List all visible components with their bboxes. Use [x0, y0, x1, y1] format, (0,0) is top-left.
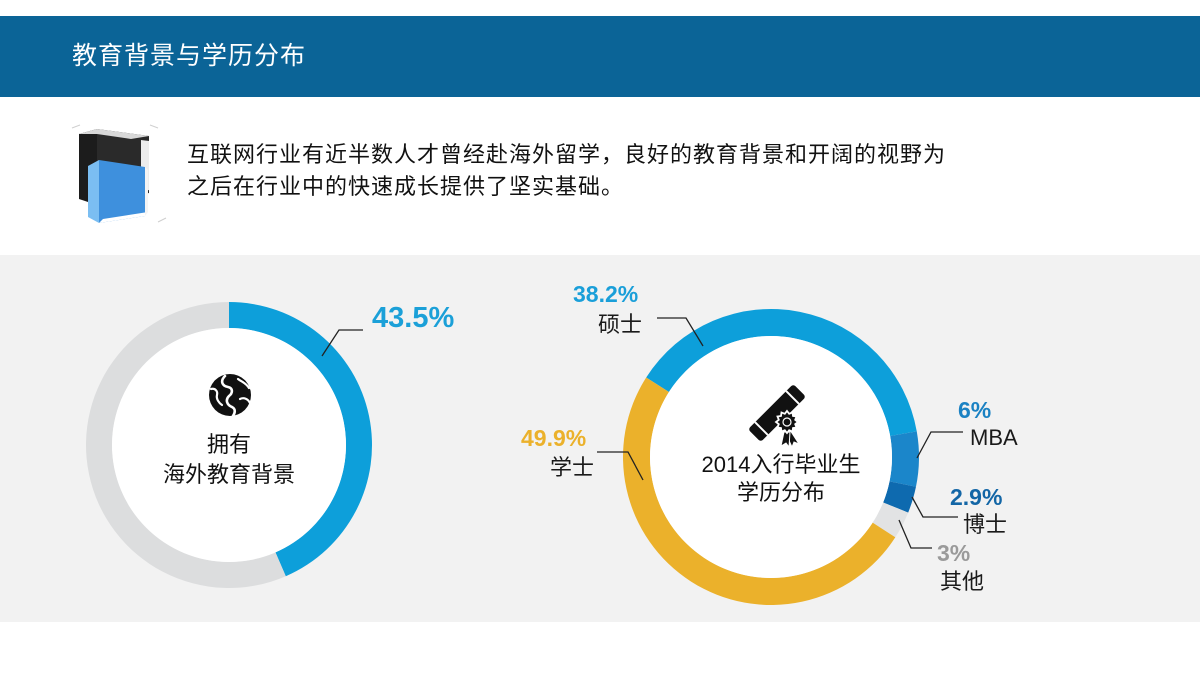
slice-phd [883, 481, 916, 513]
slice-remainder [85, 302, 286, 588]
slice-bachelor [622, 377, 896, 606]
center-label-line: 拥有 [206, 432, 251, 457]
center-label-line: 海外教育背景 [162, 462, 295, 487]
donut-chart-overseas-education [85, 302, 372, 588]
category-label-mba: MBA [970, 425, 1018, 450]
donut-hole [650, 336, 892, 578]
slice-overseas-education [229, 302, 372, 577]
slice-mba [889, 431, 919, 487]
value-label-phd: 2.9% [950, 484, 1003, 510]
donut-chart-degree-distribution [597, 308, 963, 606]
category-label-bachelor: 学士 [550, 455, 595, 480]
center-label-line: 2014入行毕业生 [701, 452, 861, 477]
category-label-phd: 博士 [963, 512, 1008, 537]
page-title: 教育背景与学历分布 [72, 42, 307, 70]
value-label-other: 3% [937, 540, 971, 566]
category-label-master: 硕士 [598, 312, 643, 337]
leader-line-master [657, 317, 704, 347]
leader-line-bachelor [597, 451, 644, 481]
slice-other [872, 502, 909, 538]
slice-master [646, 308, 917, 437]
leader-line-mba [916, 431, 963, 459]
leader-line-overseas [321, 329, 363, 357]
book-icon [71, 124, 167, 223]
value-label-mba: 6% [958, 397, 992, 423]
value-label-master: 38.2% [573, 281, 639, 307]
intro-paragraph: 互联网行业有近半数人才曾经赴海外留学，良好的教育背景和开阔的视野为 之后在行业中… [187, 139, 946, 203]
donut-hole [112, 328, 346, 562]
center-label-line: 学历分布 [736, 480, 825, 505]
globe-icon [209, 374, 252, 418]
value-label-overseas: 43.5% [372, 302, 455, 334]
category-label-other: 其他 [940, 569, 985, 594]
leader-line-other [898, 519, 932, 549]
intro-line: 互联网行业有近半数人才曾经赴海外留学，良好的教育背景和开阔的视野为 [187, 142, 947, 167]
intro-line: 之后在行业中的快速成长提供了坚实基础。 [187, 174, 625, 199]
header-bar: 教育背景与学历分布 [0, 16, 1200, 97]
certificate-icon [749, 385, 805, 449]
leader-line-phd [911, 496, 958, 518]
value-label-bachelor: 49.9% [521, 425, 587, 451]
